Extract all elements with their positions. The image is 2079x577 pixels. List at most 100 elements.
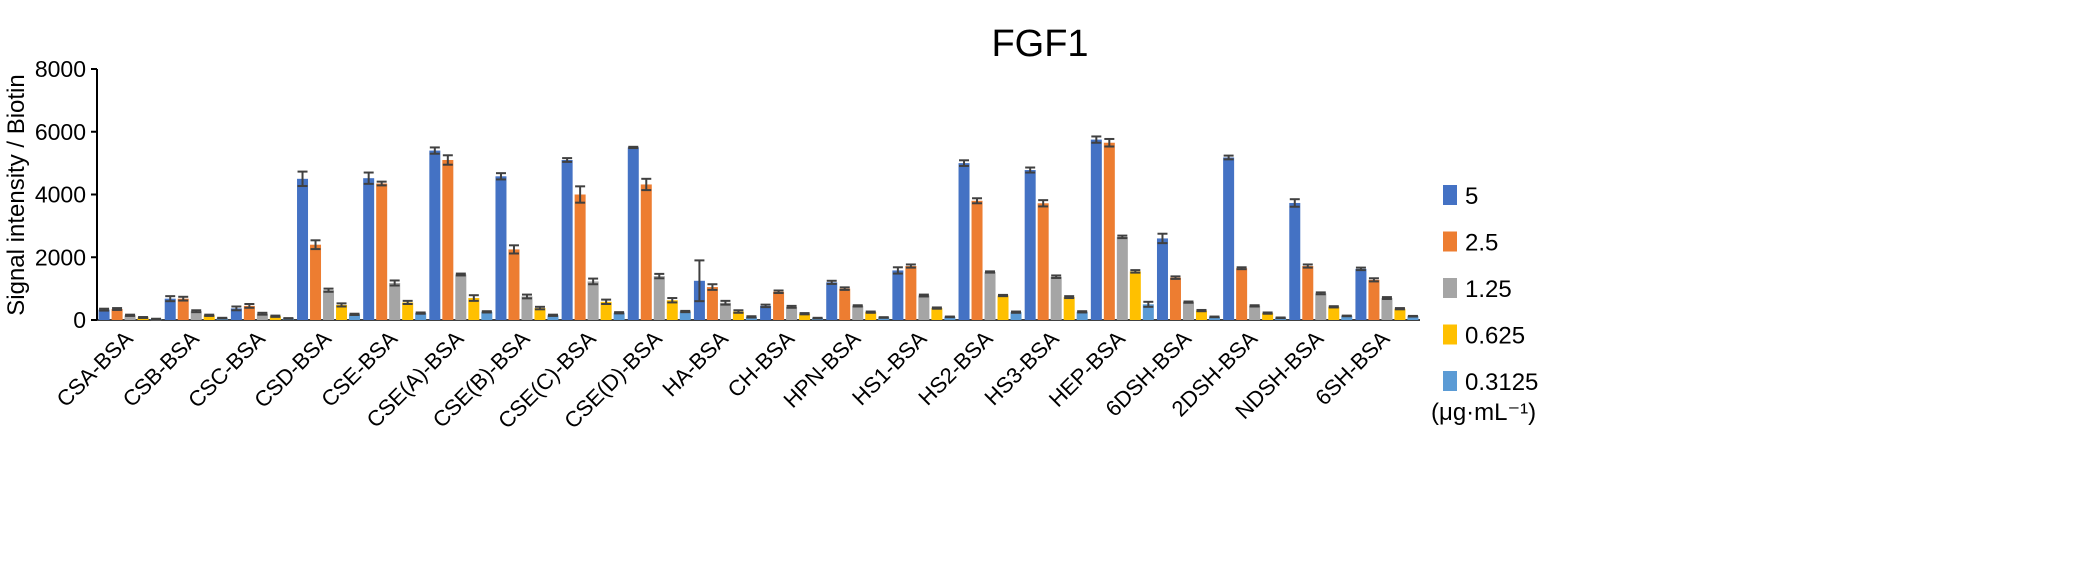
error-bar bbox=[363, 171, 374, 185]
error-bar bbox=[1328, 305, 1339, 309]
legend-swatch bbox=[1443, 371, 1457, 391]
bar bbox=[627, 147, 639, 320]
error-bar bbox=[1170, 275, 1181, 280]
error-bar bbox=[521, 293, 532, 300]
bar bbox=[376, 183, 388, 320]
bar bbox=[269, 316, 281, 320]
bar bbox=[839, 288, 851, 320]
bar bbox=[256, 313, 268, 320]
bar bbox=[666, 300, 678, 320]
bar bbox=[892, 270, 904, 320]
bar bbox=[918, 295, 930, 320]
error-bar bbox=[760, 303, 771, 309]
error-bar bbox=[1302, 263, 1313, 269]
x-tick-label: HA-BSA bbox=[657, 326, 733, 402]
bar bbox=[931, 308, 943, 320]
bar bbox=[389, 282, 401, 320]
error-bar bbox=[799, 312, 810, 316]
error-bar bbox=[694, 259, 705, 303]
error-bar bbox=[191, 309, 202, 314]
y-tick-label: 8000 bbox=[35, 56, 86, 82]
error-bar bbox=[112, 307, 123, 311]
error-bar bbox=[985, 270, 996, 274]
error-bar bbox=[1249, 304, 1260, 308]
error-bar bbox=[481, 310, 492, 314]
error-bar bbox=[852, 304, 863, 308]
error-bar bbox=[178, 295, 189, 302]
bar bbox=[1182, 302, 1194, 320]
bar bbox=[336, 304, 348, 320]
bar bbox=[1090, 139, 1102, 320]
bar bbox=[561, 159, 573, 320]
bar bbox=[415, 313, 427, 320]
error-bar bbox=[944, 315, 955, 319]
bar bbox=[1223, 157, 1235, 320]
error-bar bbox=[204, 313, 215, 317]
bar bbox=[297, 178, 309, 320]
bar bbox=[1208, 316, 1220, 320]
error-bar bbox=[534, 305, 545, 311]
bar bbox=[852, 305, 864, 320]
bar bbox=[1328, 306, 1340, 320]
error-bar bbox=[1289, 198, 1300, 208]
error-bar bbox=[1262, 311, 1273, 315]
bar bbox=[1368, 279, 1380, 320]
bar bbox=[442, 159, 454, 320]
bar bbox=[1010, 312, 1022, 320]
bar bbox=[1129, 271, 1141, 320]
bar bbox=[826, 282, 838, 320]
error-bar bbox=[1223, 154, 1234, 161]
error-bar bbox=[165, 295, 176, 303]
error-bar bbox=[601, 298, 612, 305]
bar bbox=[243, 305, 255, 320]
error-bar bbox=[628, 145, 639, 150]
bar bbox=[1050, 276, 1062, 320]
bar bbox=[1381, 298, 1393, 320]
error-bar bbox=[270, 314, 281, 318]
error-bar bbox=[575, 185, 586, 204]
bar bbox=[164, 298, 176, 320]
x-tick-labels: CSA-BSACSB-BSACSC-BSACSD-BSACSE-BSACSE(A… bbox=[52, 326, 1395, 434]
error-bar bbox=[720, 299, 731, 306]
bar bbox=[1076, 311, 1088, 320]
error-bar bbox=[495, 172, 506, 181]
bar bbox=[1302, 266, 1314, 320]
bar bbox=[587, 281, 599, 320]
error-bar bbox=[878, 316, 889, 319]
bar bbox=[203, 315, 215, 320]
y-axis-label: Signal intensity / Biotin bbox=[3, 74, 30, 315]
error-bar bbox=[959, 159, 970, 167]
bar bbox=[865, 312, 877, 320]
bar bbox=[984, 271, 996, 320]
bar bbox=[786, 306, 798, 320]
error-bar bbox=[839, 286, 850, 291]
bar bbox=[468, 298, 480, 320]
bar bbox=[653, 276, 665, 320]
error-bar bbox=[588, 277, 599, 286]
error-bar bbox=[1091, 135, 1102, 144]
error-bar bbox=[297, 170, 308, 188]
bar bbox=[1249, 305, 1261, 320]
error-bar bbox=[826, 279, 837, 285]
error-bar bbox=[1315, 291, 1326, 296]
error-bar bbox=[402, 299, 413, 305]
error-bar bbox=[1407, 314, 1418, 318]
error-bar bbox=[547, 313, 558, 317]
error-bar bbox=[707, 283, 718, 291]
error-bar bbox=[786, 304, 797, 309]
error-bar bbox=[746, 315, 757, 319]
bar bbox=[640, 184, 652, 320]
error-bar bbox=[1011, 310, 1022, 314]
error-bar bbox=[1209, 315, 1220, 319]
error-bar bbox=[138, 316, 149, 319]
legend-label: 1.25 bbox=[1465, 276, 1512, 303]
error-bar bbox=[773, 289, 784, 295]
bar bbox=[600, 301, 612, 320]
bars bbox=[98, 135, 1419, 321]
legend-unit: (μg·mL⁻¹) bbox=[1431, 399, 1536, 426]
error-bar bbox=[389, 279, 400, 287]
bar bbox=[190, 311, 202, 320]
bar bbox=[732, 311, 744, 320]
bar bbox=[98, 309, 110, 320]
